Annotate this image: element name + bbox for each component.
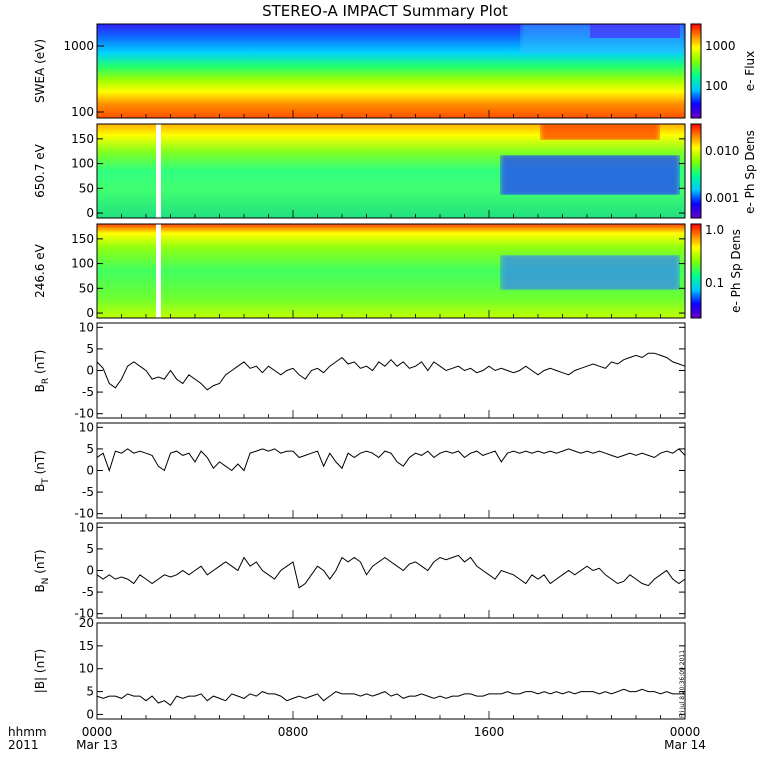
ytick-pad650-2: 50: [79, 181, 94, 195]
ytick-pad246-1: 100: [71, 257, 94, 271]
ytick-pad246-3: 0: [86, 306, 94, 320]
colorbar-pad246-tick-10: 1.0: [705, 223, 724, 237]
bt-ylabel: BT (nT): [33, 450, 51, 492]
bn-frame: [96, 522, 686, 619]
ytick-pad246-0: 150: [71, 232, 94, 246]
colorbar-flux: 1000 100 e- Flux: [690, 23, 757, 119]
br-series-line: [96, 352, 686, 391]
colorbar-pad650-tick-0010: 0.010: [705, 144, 739, 158]
swea-panel: SWEA (eV) 1000 100: [33, 23, 686, 119]
pad650-gap: [156, 124, 161, 218]
pad650-ylabel: 650.7 eV: [33, 143, 47, 198]
ytick-bn-0: 10: [79, 520, 94, 534]
colorbar-flux-gradient: [690, 23, 702, 119]
bn-panel: BN (nT) 10 5 0 -5 -10: [33, 520, 686, 621]
ytick-bt-3: -5: [82, 485, 94, 499]
pad246-panel: 246.6 eV 150 100 50 0: [33, 223, 686, 320]
ytick-pad650-0: 150: [71, 132, 94, 146]
pad246-heatmap: [97, 224, 685, 318]
x-date-start: Mar 13: [76, 738, 118, 752]
x-axis-row2-label: 2011: [8, 738, 39, 752]
ytick-br-1: 5: [86, 342, 94, 356]
ytick-br-2: 0: [86, 364, 94, 378]
br-ylabel: BR (nT): [33, 350, 51, 393]
pad650-late-peak: [540, 124, 660, 140]
x-tick-0000-start: 0000: [82, 725, 113, 739]
colorbar-pad246-gradient: [690, 223, 702, 319]
ytick-bt-1: 5: [86, 442, 94, 456]
colorbar-pad246-label: e- Ph Sp Dens: [729, 229, 743, 313]
swea-ytick-100: 100: [71, 105, 94, 119]
colorbar-pad650: 0.010 0.001 e- Ph Sp Dens: [690, 123, 757, 219]
ytick-br-4: -10: [74, 407, 94, 421]
pad246-gap: [156, 224, 161, 318]
br-panel: BR (nT) 10 5 0 -5 -10: [33, 320, 686, 421]
colorbar-flux-tick-100: 100: [705, 79, 728, 93]
pad650-late-dip: [500, 155, 680, 195]
bn-series-line: [96, 554, 686, 589]
bmag-panel: |B| (nT) 20 15 10 5 0 Fri Jul 8 20:36:09 201…: [33, 616, 686, 721]
ytick-bn-2: 0: [86, 564, 94, 578]
ytick-bmag-4: 0: [86, 707, 94, 721]
x-axis-row1-label: hhmm: [8, 725, 47, 739]
x-tick-marks: [96, 110, 686, 719]
ytick-pad246-2: 50: [79, 281, 94, 295]
swea-ylabel: SWEA (eV): [33, 39, 47, 103]
bmag-series-line: [96, 688, 685, 707]
ytick-bt-4: -10: [74, 507, 94, 521]
plot-stamp: Fri Jul 8 20:36:09 2011: [679, 650, 686, 718]
x-tick-1600: 1600: [474, 725, 505, 739]
ytick-bn-1: 5: [86, 542, 94, 556]
ytick-bn-4: -10: [74, 607, 94, 621]
x-axis: hhmm 2011 0000 0800 1600 0000 Mar 13 Mar…: [8, 725, 706, 752]
swea-late-patch-2: [590, 24, 680, 38]
x-tick-0000-end: 0000: [670, 725, 701, 739]
ytick-pad650-1: 100: [71, 157, 94, 171]
ytick-bmag-0: 20: [79, 616, 94, 630]
bn-ylabel: BN (nT): [33, 549, 51, 592]
bmag-ylabel: |B| (nT): [33, 649, 47, 693]
colorbar-pad246: 1.0 0.1 e- Ph Sp Dens: [690, 223, 743, 319]
x-date-end: Mar 14: [664, 738, 706, 752]
x-tick-0800: 0800: [278, 725, 309, 739]
swea-ytick-1000: 1000: [63, 39, 94, 53]
ytick-bmag-2: 10: [79, 662, 94, 676]
ytick-bt-2: 0: [86, 464, 94, 478]
pad650-panel: 650.7 eV 150 100 50 0: [33, 123, 686, 220]
ytick-bt-0: 10: [79, 420, 94, 434]
plot-title: STEREO-A IMPACT Summary Plot: [262, 2, 508, 20]
bmag-frame: [96, 622, 686, 720]
ytick-bmag-1: 15: [79, 639, 94, 653]
ytick-pad650-3: 0: [86, 206, 94, 220]
bt-series-line: [96, 448, 686, 473]
ytick-br-3: -5: [82, 385, 94, 399]
colorbar-pad650-gradient: [690, 123, 702, 219]
colorbar-flux-tick-1000: 1000: [705, 39, 736, 53]
pad246-late-dip: [500, 255, 680, 290]
ytick-bn-3: -5: [82, 585, 94, 599]
pad650-heatmap: [97, 124, 685, 218]
bt-frame: [96, 422, 686, 519]
colorbar-pad246-tick-01: 0.1: [705, 276, 724, 290]
br-frame: [96, 322, 686, 419]
ytick-br-0: 10: [79, 320, 94, 334]
pad246-ylabel: 246.6 eV: [33, 243, 47, 298]
colorbar-pad650-tick-0001: 0.001: [705, 191, 739, 205]
colorbar-flux-label: e- Flux: [743, 51, 757, 91]
colorbar-pad650-label: e- Ph Sp Dens: [743, 130, 757, 214]
bt-panel: BT (nT) 10 5 0 -5 -10: [33, 420, 686, 521]
ytick-bmag-3: 5: [86, 685, 94, 699]
swea-heatmap: [97, 24, 685, 118]
